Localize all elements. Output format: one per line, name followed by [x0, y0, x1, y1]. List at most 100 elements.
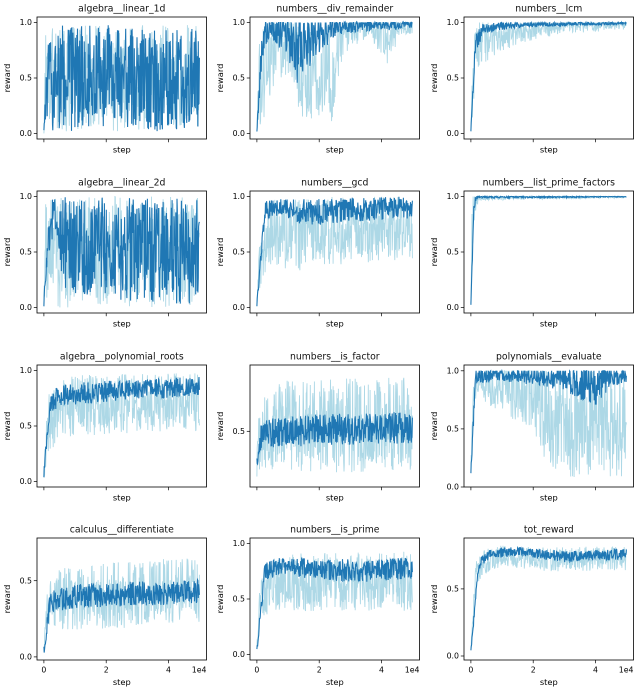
x-tick-label: 2 — [104, 666, 109, 675]
x-tick-label: 4 — [593, 666, 598, 675]
subplot-title: numbers__is_factor — [290, 351, 380, 362]
y-tick-label: 1.0 — [233, 18, 245, 27]
y-tick-label: 0.0 — [446, 652, 458, 661]
subplot-title: numbers__list_prime_factors — [482, 177, 614, 188]
x-offset-label: 1e4 — [405, 666, 420, 675]
x-axis-label: step — [326, 144, 344, 154]
y-tick-label: 0.0 — [233, 129, 245, 138]
x-axis-label: step — [113, 144, 131, 154]
x-tick-label: 4 — [166, 666, 171, 675]
y-axis-label: reward — [2, 411, 12, 440]
x-axis-label: step — [539, 318, 557, 328]
y-tick-label: 0.5 — [233, 595, 245, 604]
y-tick-label: 0.0 — [20, 129, 32, 138]
x-axis-label: step — [539, 492, 557, 502]
y-tick-label: 1.0 — [446, 18, 458, 27]
x-axis-label: step — [113, 318, 131, 328]
smoothed-reward-line — [256, 557, 414, 650]
smoothed-reward-line — [470, 546, 627, 651]
subplot-title: calculus__differentiate — [70, 525, 174, 536]
y-tick-label: 0.5 — [446, 247, 458, 256]
y-axis-label: reward — [429, 237, 439, 266]
smoothed-reward-line — [43, 25, 200, 132]
plot-border — [463, 364, 634, 487]
y-axis-label: reward — [429, 64, 439, 93]
y-axis-label: reward — [215, 585, 225, 614]
smoothed-reward-line — [43, 197, 200, 307]
smoothed-reward-line — [470, 20, 627, 132]
smoothed-reward-line — [256, 411, 414, 466]
y-tick-label: 1.0 — [20, 18, 32, 27]
x-axis-label: step — [326, 318, 344, 328]
y-tick-label: 0.0 — [20, 303, 32, 312]
subplot-numbers__div_remainder: 0.0 0.5 1.0 step reward numbers__div_remainde… — [213, 0, 426, 174]
x-axis-label: step — [539, 144, 557, 154]
plot-border — [36, 537, 207, 661]
smoothed-reward-line — [470, 194, 627, 305]
y-tick-label: 0.5 — [20, 421, 32, 430]
subplot-title: algebra__linear_2d — [78, 177, 165, 188]
y-axis-label: reward — [429, 411, 439, 440]
subplot-title: numbers__gcd — [302, 177, 369, 188]
y-tick-label: 1.0 — [446, 192, 458, 201]
subplot-algebra__linear_1d: 0.0 0.5 1.0 step reward algebra__linear_1d — [0, 0, 213, 174]
subplot-algebra__linear_2d: 0.0 0.5 1.0 step reward algebra__linear_2d — [0, 174, 213, 348]
plot-border — [249, 16, 421, 140]
smoothed-reward-line — [256, 196, 414, 306]
subplot-title: algebra__polynomial_roots — [60, 351, 184, 362]
subplot-title: polynomials__evaluate — [496, 351, 602, 362]
subplot-title: numbers__lcm — [515, 3, 582, 14]
subplot-tot_reward: 0.0 0.5 0 2 4 1e4 step reward tot_reward — [427, 521, 640, 695]
y-axis-label: reward — [215, 411, 225, 440]
y-tick-label: 1.0 — [233, 539, 245, 548]
x-axis-label: step — [326, 677, 344, 687]
subplot-title: algebra__linear_1d — [78, 3, 165, 14]
x-offset-label: 1e4 — [192, 666, 207, 675]
raw-reward-line — [470, 369, 627, 477]
y-tick-label: 0.5 — [20, 247, 32, 256]
x-tick-label: 2 — [317, 666, 322, 675]
x-axis-label: step — [113, 492, 131, 502]
x-offset-label: 1e4 — [618, 666, 633, 675]
plot-border — [463, 537, 634, 661]
x-axis-label: step — [326, 492, 344, 502]
y-tick-label: 0.5 — [446, 424, 458, 433]
y-tick-label: 0.5 — [233, 247, 245, 256]
x-tick-label: 0 — [468, 666, 473, 675]
y-tick-label: 0.0 — [446, 129, 458, 138]
subplot-numbers__lcm: 0.0 0.5 1.0 step reward numbers__lcm — [427, 0, 640, 174]
x-tick-label: 2 — [530, 666, 535, 675]
subplot-numbers__is_factor: 0.5 step reward numbers__is_factor — [213, 348, 426, 522]
subplot-numbers__gcd: 0.0 0.5 1.0 step reward numbers__gcd — [213, 174, 426, 348]
plot-border — [249, 537, 421, 661]
y-tick-label: 1.0 — [20, 366, 32, 375]
y-tick-label: 0.5 — [446, 585, 458, 594]
plot-border — [463, 190, 634, 314]
y-axis-label: reward — [2, 585, 12, 614]
raw-reward-line — [256, 196, 414, 307]
y-axis-label: reward — [215, 237, 225, 266]
x-tick-label: 0 — [255, 666, 260, 675]
y-tick-label: 0.5 — [20, 74, 32, 83]
subplot-title: numbers__is_prime — [290, 525, 380, 536]
raw-reward-line — [470, 545, 627, 649]
y-tick-label: 0.5 — [20, 577, 32, 586]
x-tick-label: 0 — [41, 666, 46, 675]
smoothed-reward-line — [43, 376, 200, 477]
y-tick-label: 1.0 — [446, 366, 458, 375]
plot-border — [249, 190, 421, 314]
x-tick-label: 4 — [379, 666, 384, 675]
y-tick-label: 0.0 — [446, 303, 458, 312]
smoothed-reward-line — [470, 368, 627, 473]
raw-reward-line — [470, 20, 627, 131]
subplot-title: tot_reward — [524, 525, 574, 536]
subplot-title: numbers__div_remainder — [277, 3, 394, 14]
smoothed-reward-line — [256, 20, 413, 132]
y-tick-label: 0.5 — [233, 426, 245, 435]
subplot-polynomials__evaluate: 0.0 0.5 1.0 step reward polynomials__evaluate — [427, 348, 640, 522]
y-axis-label: reward — [429, 585, 439, 614]
y-tick-label: 0.0 — [233, 650, 245, 659]
y-axis-label: reward — [2, 237, 12, 266]
subplot-numbers__list_prime_factors: 0.0 0.5 1.0 step reward numbers__list_prime_f… — [427, 174, 640, 348]
